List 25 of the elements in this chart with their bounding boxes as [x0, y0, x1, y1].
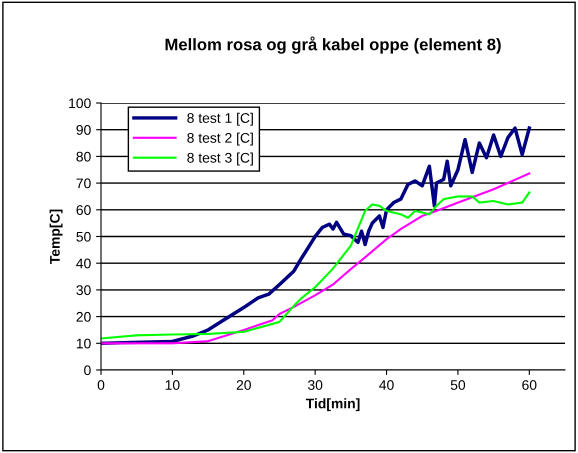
chart-title: Mellom rosa og grå kabel oppe (element 8) [166, 36, 501, 54]
y-tick-label: 90 [76, 125, 91, 135]
y-tick-label: 80 [76, 152, 91, 162]
x-tick-label: 60 [522, 380, 536, 390]
y-tick-label: 30 [76, 285, 91, 296]
x-tick-label: 20 [236, 380, 251, 390]
x-tick-label: 30 [308, 380, 322, 390]
y-tick-label: 50 [76, 232, 91, 242]
y-axis-title: Temp[C] [50, 210, 63, 264]
legend-label: 8 test 2 [C] [187, 132, 253, 146]
line-series [101, 126, 532, 346]
x-axis-title: Tid[min] [306, 398, 360, 412]
x-tick-label: 0 [98, 380, 104, 390]
y-tick-label: 20 [76, 312, 91, 322]
y-tick-label: 60 [76, 205, 91, 215]
legend-label: 8 test 3 [C] [187, 152, 253, 166]
x-tick-label: 40 [379, 380, 394, 390]
x-tick-label: 50 [450, 380, 466, 390]
x-tick-label: 10 [166, 380, 180, 390]
legend-label: 8 test 1 [C] [187, 112, 253, 126]
y-tick-label: 40 [76, 258, 91, 268]
y-tick-label: 0 [84, 365, 91, 376]
y-tick-label: 10 [76, 338, 91, 348]
y-tick-label: 100 [69, 98, 91, 108]
y-tick-label: 70 [76, 178, 91, 188]
